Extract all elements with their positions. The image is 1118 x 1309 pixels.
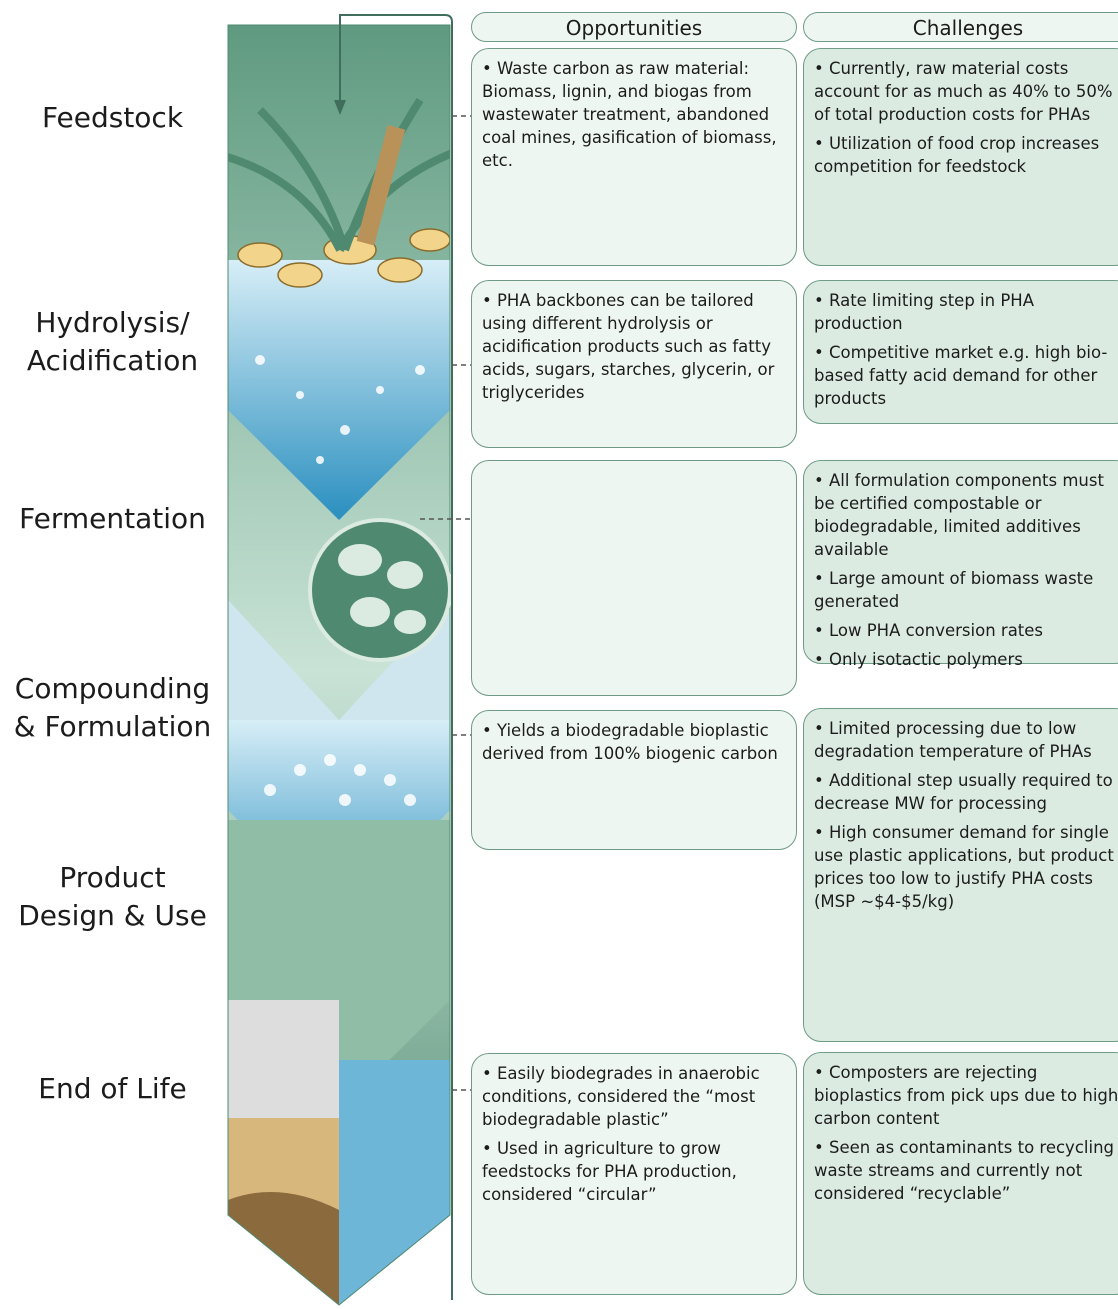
process-arrow (200, 25, 460, 1309)
bullet: • Large amount of biomass waste generate… (814, 567, 1118, 613)
stage-label-line: Design & Use (0, 897, 225, 935)
bullet: • Competitive market e.g. high bio-based… (814, 341, 1118, 410)
page: {"header": {"opportunities": "Opportunit… (0, 0, 1118, 1309)
stage-label-line: Fermentation (0, 500, 225, 538)
stage-label: End of Life (0, 1070, 225, 1108)
opportunities-box: • PHA backbones can be tailored using di… (471, 280, 797, 448)
bullet: • Limited processing due to low degradat… (814, 717, 1118, 763)
column-header: Challenges (803, 12, 1118, 42)
opportunities-box: • Easily biodegrades in anaerobic condit… (471, 1053, 797, 1295)
bullet: • Rate limiting step in PHA production (814, 289, 1118, 335)
bullet: • Composters are rejecting bioplastics f… (814, 1061, 1118, 1130)
bullet: • Currently, raw material costs account … (814, 57, 1118, 126)
cell-magnified (310, 520, 450, 660)
stage-label: Compounding& Formulation (0, 670, 225, 746)
challenges-box: • All formulation components must be cer… (803, 460, 1118, 664)
bullet: • Utilization of food crop increases com… (814, 132, 1118, 178)
stage-label-line: Feedstock (0, 99, 225, 137)
bullet: • PHA backbones can be tailored using di… (482, 289, 786, 404)
bullet: • Only isotactic polymers (814, 648, 1118, 671)
bullet: • Seen as contaminants to recycling wast… (814, 1136, 1118, 1205)
stage-label-line: Product (0, 859, 225, 897)
bullet: • High consumer demand for single use pl… (814, 821, 1118, 913)
challenges-box: • Currently, raw material costs account … (803, 48, 1118, 266)
stage-label-line: & Formulation (0, 708, 225, 746)
bullet: • All formulation components must be cer… (814, 469, 1118, 561)
bullet: • Low PHA conversion rates (814, 619, 1118, 642)
challenges-box: • Composters are rejecting bioplastics f… (803, 1052, 1118, 1295)
challenges-box: • Rate limiting step in PHA production • … (803, 280, 1118, 424)
stage-label: Feedstock (0, 99, 225, 137)
opportunities-box: • Waste carbon as raw material: Biomass,… (471, 48, 797, 266)
bullet: • Used in agriculture to grow feedstocks… (482, 1137, 786, 1206)
stage-label-line: Compounding (0, 670, 225, 708)
stage-label: Hydrolysis/Acidification (0, 304, 225, 380)
stage-label-line: Hydrolysis/ (0, 304, 225, 342)
bullet: • Yields a biodegradable bioplastic deri… (482, 719, 786, 765)
opportunities-box: • Yields a biodegradable bioplastic deri… (471, 710, 797, 850)
challenges-box: • Limited processing due to low degradat… (803, 708, 1118, 1042)
stage-label-line: End of Life (0, 1070, 225, 1108)
stage-label-line: Acidification (0, 342, 225, 380)
bullet: • Additional step usually required to de… (814, 769, 1118, 815)
stage-label: Fermentation (0, 500, 225, 538)
opportunities-box (471, 460, 797, 696)
bullet: • Waste carbon as raw material: Biomass,… (482, 57, 786, 172)
bullet: • Easily biodegrades in anaerobic condit… (482, 1062, 786, 1131)
column-header: Opportunities (471, 12, 797, 42)
